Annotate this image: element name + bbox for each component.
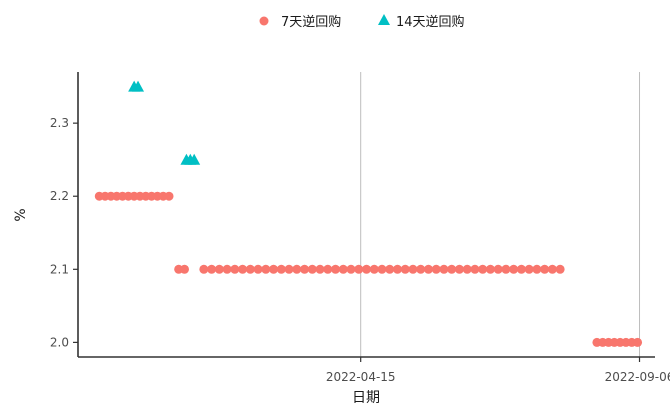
data-point-7day [338,264,348,274]
data-point-7day [485,264,495,274]
data-point-7day [222,264,232,274]
data-point-7day [207,264,217,274]
legend-label-14day: 14天逆回购 [396,14,465,30]
data-point-7day [633,337,643,347]
data-point-7day [416,264,426,274]
data-point-7day [392,264,402,274]
data-point-7day [509,264,519,274]
data-point-7day [454,264,464,274]
data-point-7day [245,264,255,274]
data-point-7day [501,264,511,274]
y-tick-label: 2.1 [50,262,69,276]
data-point-7day [276,264,286,274]
data-point-14day [188,153,201,165]
data-point-7day [315,264,325,274]
data-point-7day [555,264,565,274]
data-point-7day [362,264,371,274]
data-point-7day [230,264,240,274]
data-point-7day [269,264,279,274]
data-point-7day [369,264,379,274]
y-tick-label: 2.2 [50,189,69,203]
y-tick-label: 2.3 [50,116,69,130]
legend-key-14day [378,14,390,25]
data-point-7day [547,264,557,274]
data-point-7day [164,191,174,201]
data-point-7day [385,264,395,274]
data-point-7day [431,264,441,274]
data-point-7day [516,264,526,274]
data-point-7day [307,264,317,274]
data-point-7day [540,264,550,274]
data-point-7day [253,264,263,274]
data-point-14day [132,80,145,92]
data-point-7day [179,264,189,274]
data-point-7day [261,264,271,274]
legend: 7天逆回购 14天逆回购 [259,14,465,30]
x-tick-label: 2022-04-15 [326,370,396,384]
y-tick-label: 2.0 [50,335,69,349]
data-point-7day [478,264,488,274]
data-point-7day [354,264,364,274]
data-point-7day [300,264,310,274]
data-point-7day [346,264,356,274]
data-point-7day [462,264,472,274]
data-point-7day [423,264,433,274]
data-point-7day [331,264,341,274]
data-points [94,80,643,347]
data-point-7day [323,264,333,274]
data-point-7day [292,264,302,274]
data-point-7day [439,264,449,274]
x-tick-label: 2022-09-06 [605,370,670,384]
x-axis-ticks: 2022-04-15 2022-09-06 [326,357,670,384]
data-point-7day [400,264,410,274]
data-point-7day [493,264,503,274]
data-point-7day [199,264,209,274]
x-axis-title: 日期 [352,390,380,406]
gridlines [360,72,641,357]
data-point-7day [447,264,457,274]
data-point-7day [377,264,387,274]
y-axis-title: % [13,208,29,221]
y-axis-ticks: 2.0 2.1 2.2 2.3 [50,116,78,349]
data-point-7day [470,264,480,274]
data-point-7day [532,264,542,274]
data-point-7day [238,264,248,274]
legend-key-7day [259,16,269,26]
legend-label-7day: 7天逆回购 [281,14,341,30]
axes [77,72,655,358]
data-point-7day [214,264,224,274]
data-point-7day [284,264,294,274]
data-point-7day [408,264,418,274]
data-point-7day [524,264,534,274]
